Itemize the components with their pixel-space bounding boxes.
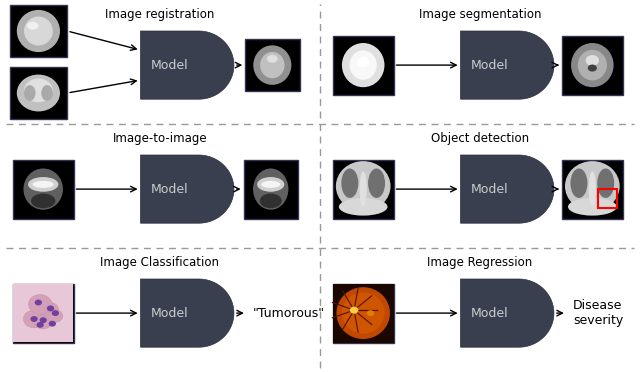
Ellipse shape (253, 169, 289, 210)
Polygon shape (141, 279, 234, 347)
Ellipse shape (349, 50, 377, 80)
Ellipse shape (28, 295, 52, 314)
Polygon shape (141, 31, 234, 99)
Ellipse shape (49, 321, 56, 327)
Ellipse shape (336, 161, 390, 211)
Ellipse shape (368, 169, 385, 198)
Ellipse shape (17, 10, 60, 52)
Text: "Tumorous": "Tumorous" (253, 307, 325, 320)
Bar (333, 160, 394, 218)
Ellipse shape (260, 193, 282, 208)
Bar (10, 67, 67, 119)
Ellipse shape (350, 307, 358, 314)
Ellipse shape (47, 305, 54, 311)
Ellipse shape (267, 55, 278, 63)
Text: Image Regression: Image Regression (428, 256, 532, 269)
Ellipse shape (257, 177, 284, 192)
Ellipse shape (339, 198, 388, 216)
Ellipse shape (586, 55, 599, 66)
Bar (333, 283, 394, 343)
Ellipse shape (342, 292, 385, 334)
Text: Object detection: Object detection (431, 132, 529, 145)
Bar (598, 189, 617, 208)
Ellipse shape (24, 85, 35, 101)
Text: Image Classification: Image Classification (100, 256, 220, 269)
Ellipse shape (35, 315, 52, 329)
Ellipse shape (27, 22, 38, 30)
Text: Image segmentation: Image segmentation (419, 8, 541, 21)
Ellipse shape (568, 198, 617, 216)
Ellipse shape (597, 169, 614, 198)
Ellipse shape (570, 169, 588, 198)
Bar (562, 36, 623, 94)
Ellipse shape (260, 52, 285, 78)
Text: Model: Model (151, 183, 188, 196)
Ellipse shape (261, 181, 280, 188)
Bar (333, 36, 394, 94)
Ellipse shape (357, 57, 369, 67)
Bar (10, 5, 67, 57)
Bar (13, 284, 73, 342)
Text: Model: Model (471, 307, 508, 320)
Ellipse shape (31, 316, 38, 322)
Ellipse shape (588, 64, 597, 71)
Text: Disease
severity: Disease severity (573, 299, 623, 327)
Ellipse shape (48, 310, 63, 322)
Bar (13, 160, 74, 218)
Bar (245, 39, 300, 92)
Text: Image-to-image: Image-to-image (113, 132, 207, 145)
Ellipse shape (35, 299, 42, 305)
Ellipse shape (571, 43, 614, 87)
Ellipse shape (341, 169, 358, 198)
Ellipse shape (41, 85, 52, 101)
Ellipse shape (589, 171, 596, 207)
Text: Model: Model (151, 59, 188, 71)
Bar (244, 160, 298, 218)
Ellipse shape (360, 171, 367, 207)
Polygon shape (461, 279, 554, 347)
Ellipse shape (253, 45, 291, 85)
Ellipse shape (24, 78, 52, 102)
Ellipse shape (342, 43, 385, 87)
Text: Model: Model (471, 59, 508, 71)
Polygon shape (461, 31, 554, 99)
Ellipse shape (28, 177, 58, 192)
Ellipse shape (33, 181, 54, 188)
Ellipse shape (17, 74, 60, 112)
Text: Model: Model (471, 183, 508, 196)
Ellipse shape (52, 310, 59, 316)
Bar (13, 283, 74, 343)
Ellipse shape (40, 317, 47, 323)
Ellipse shape (565, 161, 620, 211)
Ellipse shape (367, 310, 374, 316)
Text: Image registration: Image registration (106, 8, 214, 21)
Ellipse shape (24, 169, 63, 210)
Bar (562, 160, 623, 218)
Ellipse shape (40, 302, 59, 318)
Text: Model: Model (151, 307, 188, 320)
Polygon shape (141, 155, 234, 223)
Ellipse shape (578, 50, 607, 80)
Polygon shape (461, 155, 554, 223)
Ellipse shape (24, 16, 52, 45)
Ellipse shape (337, 287, 390, 339)
Ellipse shape (24, 310, 45, 328)
Bar (333, 283, 394, 343)
Ellipse shape (31, 193, 56, 208)
Ellipse shape (36, 322, 44, 328)
